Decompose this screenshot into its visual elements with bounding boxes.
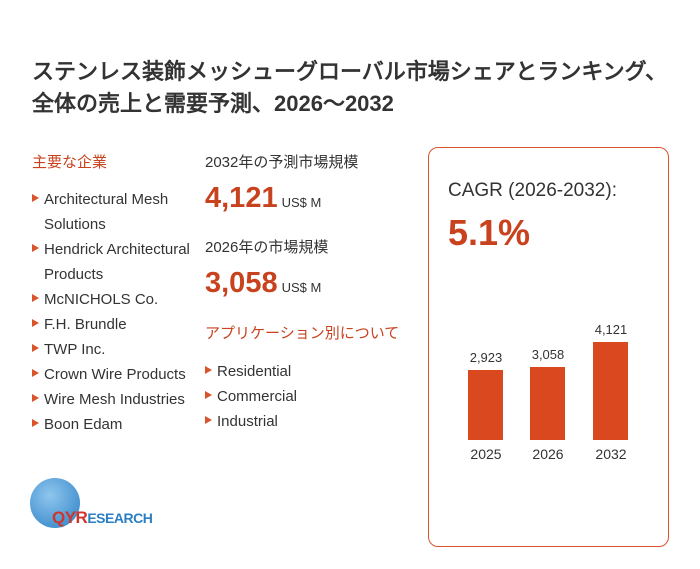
bar-value-label: 4,121: [594, 322, 628, 337]
page-title: ステンレス装飾メッシューグローバル市場シェアとランキング、全体の売上と需要予測、…: [32, 59, 668, 116]
list-item: Commercial: [205, 384, 405, 409]
x-tick-label: 2025: [470, 446, 502, 462]
forecast-label: 2032年の予測市場規模: [205, 154, 359, 171]
current-value: 3,058 US$ M: [205, 267, 321, 300]
cagr-label: CAGR (2026-2032):: [448, 180, 617, 201]
list-item: Architectural Mesh Solutions: [32, 187, 202, 237]
list-item: Crown Wire Products: [32, 362, 202, 387]
companies-list: Architectural Mesh Solutions Hendrick Ar…: [32, 187, 202, 437]
list-item: Wire Mesh Industries: [32, 387, 202, 412]
applications-list: Residential Commercial Industrial: [205, 359, 405, 434]
list-item: TWP Inc.: [32, 337, 202, 362]
bar-2025: [468, 370, 503, 440]
list-item: Industrial: [205, 409, 405, 434]
list-item: McNICHOLS Co.: [32, 287, 202, 312]
bar-value-label: 2,923: [469, 350, 503, 366]
current-number: 3,058: [205, 267, 278, 299]
list-item: Hendrick Architectural Products: [32, 237, 202, 287]
bar-2032: [593, 342, 628, 440]
current-label: 2026年の市場規模: [205, 239, 329, 256]
bar-value-label: 3,058: [531, 347, 565, 363]
list-item: F.H. Brundle: [32, 312, 202, 337]
list-item: Residential: [205, 359, 405, 384]
current-unit: US$ M: [281, 280, 322, 295]
list-item: Boon Edam: [32, 412, 202, 437]
x-tick-label: 2026: [532, 446, 564, 462]
logo-globe-icon: [30, 478, 80, 528]
companies-heading: 主要な企業: [32, 154, 108, 171]
forecast-unit: US$ M: [281, 195, 322, 210]
logo: QYRESEARCH: [52, 508, 153, 527]
bar-2026: [530, 367, 565, 440]
x-tick-label: 2032: [595, 446, 627, 462]
applications-heading: アプリケーション別について: [205, 325, 400, 342]
cagr-card: [428, 147, 669, 547]
forecast-number: 4,121: [205, 182, 278, 214]
forecast-value: 4,121 US$ M: [205, 182, 321, 215]
cagr-value: 5.1%: [448, 212, 531, 253]
